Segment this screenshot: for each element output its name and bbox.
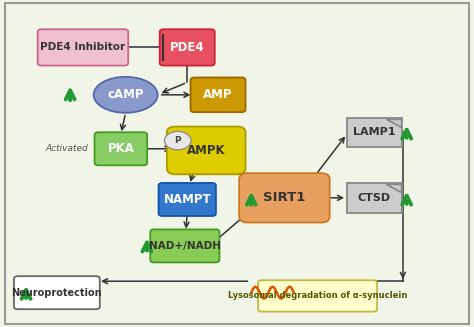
Text: AMPK: AMPK bbox=[187, 144, 226, 157]
FancyBboxPatch shape bbox=[94, 132, 147, 165]
FancyBboxPatch shape bbox=[258, 280, 377, 312]
FancyBboxPatch shape bbox=[347, 118, 402, 147]
Polygon shape bbox=[386, 184, 401, 192]
Text: AMP: AMP bbox=[203, 88, 233, 101]
Text: PDE4: PDE4 bbox=[170, 41, 205, 54]
Text: PDE4 Inhibitor: PDE4 Inhibitor bbox=[40, 43, 126, 52]
Text: NAMPT: NAMPT bbox=[164, 193, 211, 206]
Text: Activated: Activated bbox=[45, 144, 88, 153]
FancyBboxPatch shape bbox=[191, 77, 246, 112]
Text: PKA: PKA bbox=[108, 142, 134, 155]
Text: P: P bbox=[174, 136, 181, 145]
Text: Lysosomal degradation of α-synuclein: Lysosomal degradation of α-synuclein bbox=[228, 291, 407, 301]
FancyBboxPatch shape bbox=[160, 29, 215, 65]
FancyBboxPatch shape bbox=[14, 276, 100, 309]
Text: Neuroprotection: Neuroprotection bbox=[11, 288, 102, 298]
Circle shape bbox=[164, 131, 191, 150]
Polygon shape bbox=[386, 119, 401, 127]
Text: SIRT1: SIRT1 bbox=[263, 191, 306, 204]
FancyBboxPatch shape bbox=[167, 127, 246, 174]
FancyBboxPatch shape bbox=[239, 173, 330, 222]
Ellipse shape bbox=[93, 77, 157, 113]
Text: cAMP: cAMP bbox=[107, 88, 144, 101]
FancyBboxPatch shape bbox=[37, 29, 128, 65]
Text: LAMP1: LAMP1 bbox=[353, 128, 396, 137]
FancyBboxPatch shape bbox=[150, 230, 219, 262]
FancyBboxPatch shape bbox=[158, 183, 216, 216]
Text: CTSD: CTSD bbox=[358, 193, 391, 203]
FancyBboxPatch shape bbox=[347, 183, 402, 213]
Text: NAD+/NADH: NAD+/NADH bbox=[149, 241, 221, 251]
